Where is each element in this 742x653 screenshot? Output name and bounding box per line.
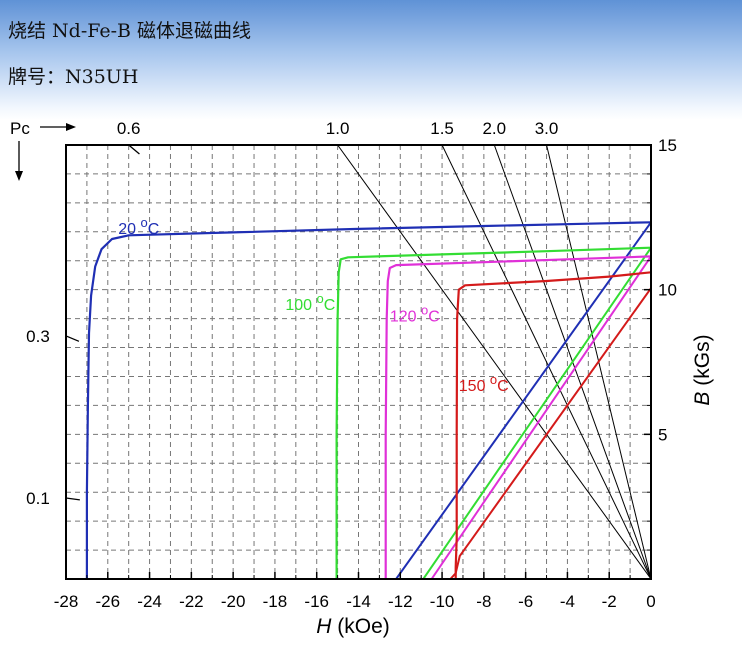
curve-label-120: 120 oC [390, 302, 440, 325]
x-tick-label: 0 [646, 592, 655, 611]
y-tick-label: 10 [658, 281, 677, 300]
curves [85, 221, 651, 579]
load-line-label: 1.5 [430, 119, 454, 138]
pc-side-label: 0.1 [26, 489, 50, 508]
b-curve-120 [384, 255, 651, 579]
x-tick-label: -28 [54, 592, 79, 611]
grid-lines [66, 145, 651, 579]
load-line-stub [65, 335, 80, 342]
x-tick-label: -26 [95, 592, 120, 611]
x-tick-label: -4 [560, 592, 575, 611]
x-tick-label: -14 [346, 592, 371, 611]
curve-label-150: 150 oC [459, 372, 509, 395]
y-axis-label: B (kGs) [691, 334, 714, 405]
x-tick-label: -16 [304, 592, 329, 611]
x-tick-label: -12 [388, 592, 413, 611]
y-tick-label: 15 [658, 136, 677, 155]
curve-label-100: 100 oC [285, 291, 335, 314]
x-tick-label: -22 [179, 592, 204, 611]
b-curve-20 [85, 221, 651, 579]
x-axis-label: H (kOe) [316, 615, 390, 638]
load-line-1.5 [441, 145, 651, 579]
x-tick-label: -6 [518, 592, 533, 611]
recoil-line-20 [395, 221, 651, 579]
pc-label: Pc [10, 119, 30, 138]
grade-label: 牌号：N35UH [8, 66, 139, 88]
x-tick-label: -10 [430, 592, 455, 611]
chart-labels: -28 -26 -24 -22 -20 -18 -16 -14 -12 -10 -8 -6 -4 -2 01… [10, 119, 714, 638]
pc-arrow-right-head [66, 123, 76, 131]
curve-label-20: 20 oC [118, 215, 159, 238]
x-tick-label: -20 [221, 592, 246, 611]
page-title: 烧结 Nd-Fe-B 磁体退磁曲线 [8, 20, 252, 42]
pc-side-label: 0.3 [26, 327, 50, 346]
load-line-label: 2.0 [482, 119, 506, 138]
load-line-stub [65, 497, 80, 501]
axis-ticks [65, 144, 652, 580]
load-line-1.0 [337, 145, 651, 579]
load-line-label: 1.0 [326, 119, 350, 138]
recoil-line-150 [449, 287, 651, 579]
recoil-line-120 [430, 255, 651, 579]
load-line-stub [128, 144, 140, 155]
b-curve-150 [454, 271, 651, 579]
b-curve-100 [335, 246, 651, 579]
x-tick-label: -18 [263, 592, 288, 611]
header-banner: 烧结 Nd-Fe-B 磁体退磁曲线 牌号：N35UH [0, 0, 742, 120]
recoil-line-100 [422, 247, 651, 579]
load-line-label: 0.6 [117, 119, 141, 138]
x-tick-label: -24 [137, 592, 162, 611]
load-line-label: 3.0 [535, 119, 559, 138]
pc-arrow-down-head [15, 171, 23, 181]
y-tick-label: 5 [658, 425, 667, 444]
x-tick-label: -8 [476, 592, 491, 611]
x-tick-label: -2 [602, 592, 617, 611]
